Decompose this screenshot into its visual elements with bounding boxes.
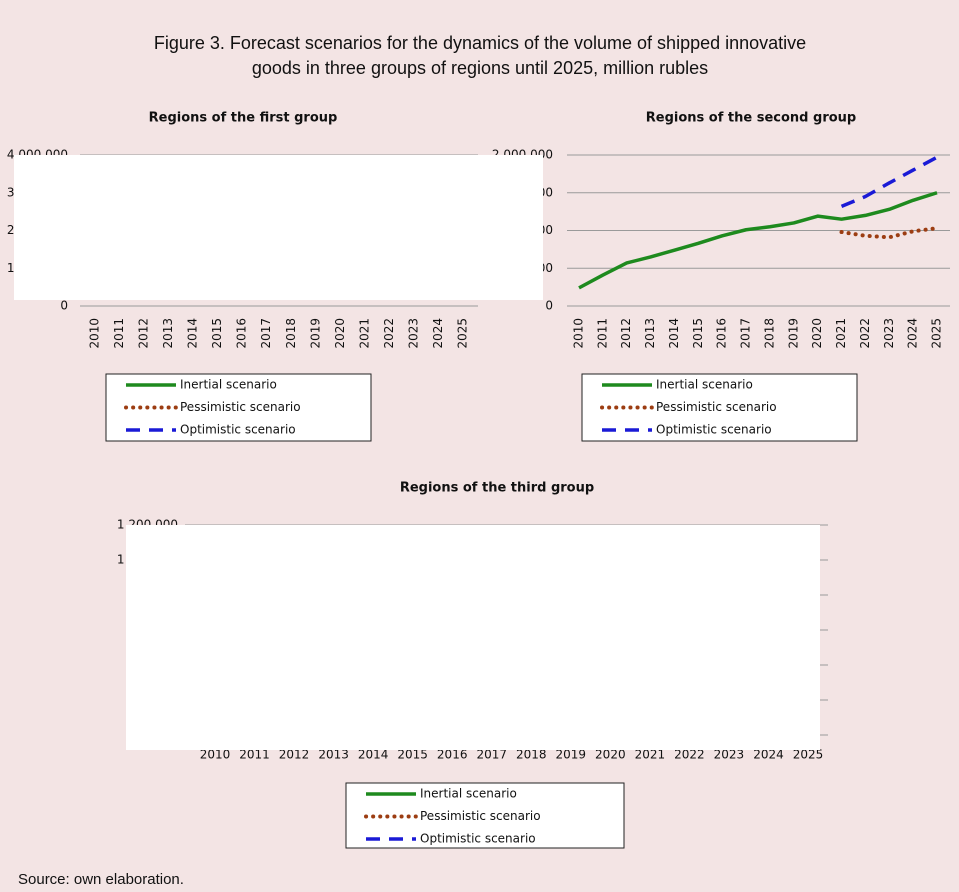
x-tick-label: 2010 <box>572 318 586 349</box>
x-tick-label: 2011 <box>595 318 609 349</box>
series-line <box>578 191 938 290</box>
series-line <box>840 155 938 208</box>
x-tick-label: 2022 <box>674 748 705 762</box>
x-tick-label: 2023 <box>714 748 745 762</box>
x-tick-label: 2019 <box>556 748 587 762</box>
x-tick-label: 2016 <box>235 318 249 349</box>
x-tick-label: 2013 <box>161 318 175 349</box>
series-line <box>839 226 939 240</box>
x-tick-label: 2017 <box>259 318 273 349</box>
x-tick-label: 2014 <box>667 318 681 349</box>
x-tick-label: 2020 <box>810 318 824 349</box>
x-tick-label: 2020 <box>333 318 347 349</box>
x-tick-label: 2011 <box>239 748 270 762</box>
x-tick-label: 2012 <box>279 748 310 762</box>
x-tick-label: 2022 <box>858 318 872 349</box>
legend-label: Optimistic scenario <box>420 832 536 846</box>
x-tick-label: 2013 <box>643 318 657 349</box>
x-tick-label: 2015 <box>691 318 705 349</box>
y-tick-label: 0 <box>60 299 68 313</box>
y-tick-label: 0 <box>545 299 553 313</box>
x-tick-label: 2025 <box>456 318 470 349</box>
x-tick-label: 2020 <box>595 748 626 762</box>
cover <box>126 525 820 750</box>
x-tick-label: 2012 <box>137 318 151 349</box>
legend-label: Optimistic scenario <box>180 423 296 437</box>
x-tick-label: 2011 <box>112 318 126 349</box>
legend-label: Optimistic scenario <box>656 423 772 437</box>
x-tick-label: 2025 <box>930 318 944 349</box>
legend-label: Inertial scenario <box>420 787 517 801</box>
x-tick-label: 2022 <box>382 318 396 349</box>
x-tick-label: 2018 <box>762 318 776 349</box>
chart-title: Regions of the second group <box>646 111 856 126</box>
x-tick-label: 2016 <box>715 318 729 349</box>
x-tick-label: 2019 <box>308 318 322 349</box>
source: Source: own elaboration. <box>18 871 184 888</box>
x-tick-label: 2018 <box>516 748 547 762</box>
figure-title: Figure 3. Forecast scenarios for the dyn… <box>154 33 806 53</box>
x-tick-label: 2014 <box>358 748 389 762</box>
chart-title: Regions of the first group <box>149 111 338 126</box>
x-tick-label: 2014 <box>186 318 200 349</box>
x-tick-label: 2024 <box>753 748 784 762</box>
x-tick-label: 2021 <box>357 318 371 349</box>
x-tick-label: 2012 <box>619 318 633 349</box>
legend-label: Pessimistic scenario <box>180 400 301 414</box>
x-tick-label: 2015 <box>210 318 224 349</box>
cover <box>14 155 543 300</box>
x-tick-label: 2024 <box>906 318 920 349</box>
x-tick-label: 2010 <box>200 748 231 762</box>
x-tick-label: 2017 <box>476 748 507 762</box>
x-tick-label: 2018 <box>284 318 298 349</box>
x-tick-label: 2021 <box>834 318 848 349</box>
x-tick-label: 2010 <box>88 318 102 349</box>
legend-label: Pessimistic scenario <box>656 400 777 414</box>
x-tick-label: 2023 <box>406 318 420 349</box>
x-tick-label: 2021 <box>635 748 666 762</box>
covers <box>14 155 820 750</box>
x-tick-label: 2019 <box>786 318 800 349</box>
legend-label: Inertial scenario <box>656 378 753 392</box>
x-tick-label: 2023 <box>882 318 896 349</box>
legend-label: Pessimistic scenario <box>420 809 541 823</box>
legend-label: Inertial scenario <box>180 378 277 392</box>
x-tick-label: 2013 <box>318 748 349 762</box>
figure-title: goods in three groups of regions until 2… <box>252 58 708 78</box>
x-tick-label: 2024 <box>431 318 445 349</box>
chart-title: Regions of the third group <box>400 481 594 496</box>
x-tick-label: 2016 <box>437 748 468 762</box>
x-tick-label: 2025 <box>793 748 824 762</box>
x-tick-label: 2017 <box>739 318 753 349</box>
x-tick-label: 2015 <box>397 748 428 762</box>
